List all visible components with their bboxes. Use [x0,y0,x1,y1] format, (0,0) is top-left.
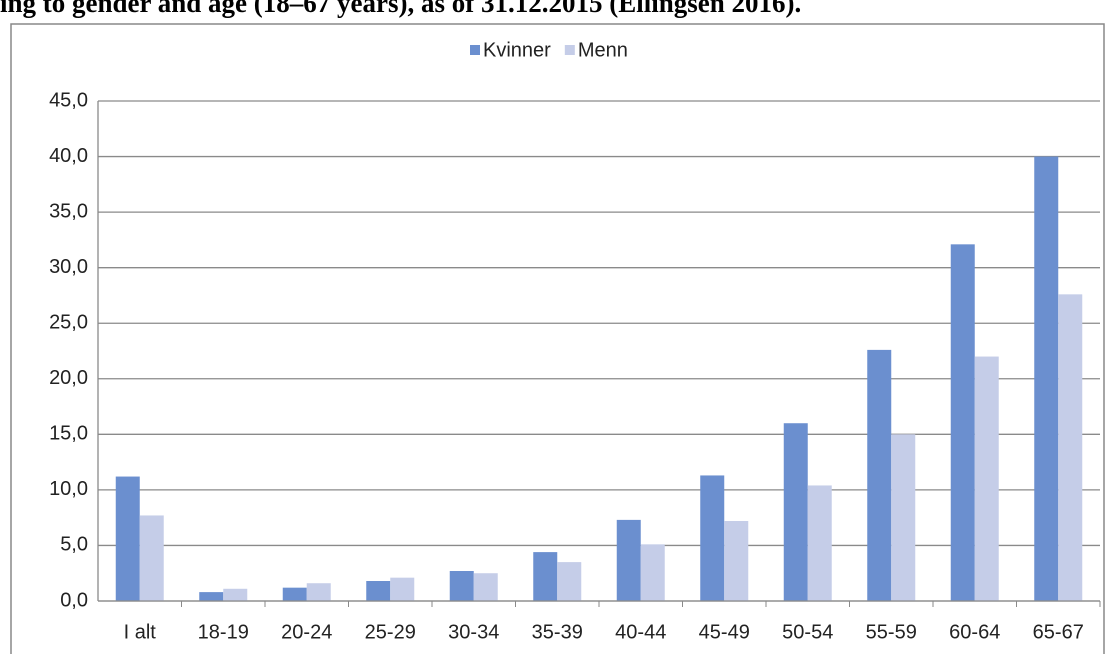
y-tick-label: 15,0 [49,423,88,445]
legend-label: Kvinner [483,39,551,61]
bar [867,349,892,601]
x-tick-label: 25-29 [365,621,416,643]
y-tick-label: 10,0 [49,478,88,500]
y-tick-label: 30,0 [49,256,88,278]
x-tick-label: 35-39 [532,621,583,643]
y-tick-label: 5,0 [60,534,88,556]
bar [700,475,725,601]
bar [115,476,140,601]
y-tick-label: 20,0 [49,367,88,389]
bar [724,521,749,601]
bar [390,577,415,601]
x-tick-label: 50-54 [782,621,833,643]
x-tick-label: 20-24 [281,621,332,643]
bar [1058,294,1083,601]
x-tick-label: I alt [124,621,157,643]
legend-swatch [564,45,575,55]
bar [974,356,999,601]
bar [1034,156,1059,602]
bar [557,562,582,601]
x-tick-label: 60-64 [949,621,1000,643]
y-tick-label: 40,0 [49,145,88,167]
legend-swatch [470,45,480,55]
bar [473,573,498,601]
y-tick-label: 25,0 [49,312,88,334]
x-tick-label: 45-49 [699,621,750,643]
x-tick-label: 65-67 [1033,621,1084,643]
y-tick-label: 45,0 [49,89,88,111]
bar [807,485,832,601]
chart-frame [10,23,1105,654]
bar [616,519,641,601]
x-tick-label: 18-19 [198,621,249,643]
bar [783,423,808,601]
bar [282,587,307,601]
y-tick-label: 0,0 [60,589,88,611]
bar [891,434,916,601]
bar [199,592,224,601]
bar [139,515,164,601]
x-tick-label: 55-59 [866,621,917,643]
legend-label: Menn [578,39,628,61]
x-tick-label: 30-34 [448,621,499,643]
y-tick-label: 35,0 [49,200,88,222]
bar [950,244,975,602]
bar [640,544,665,601]
bar [533,552,558,601]
bar [306,583,331,601]
x-tick-label: 40-44 [615,621,666,643]
bar [366,581,391,601]
bar [449,571,474,601]
caption: ing to gender and age (18–67 years), as … [0,0,801,18]
bar [223,588,248,601]
